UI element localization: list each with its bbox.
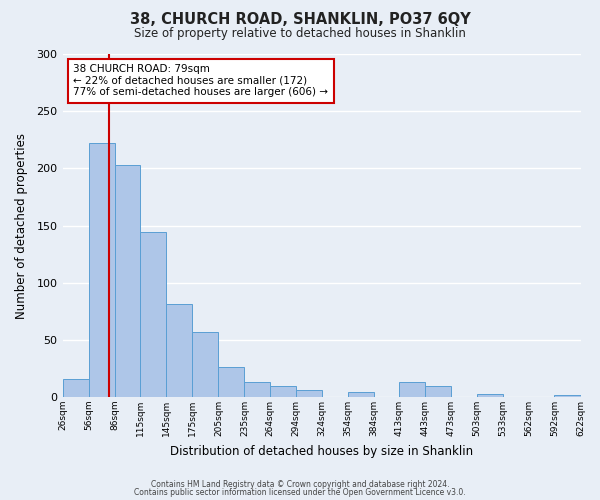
Bar [425,386,451,397]
Bar [296,390,322,397]
Bar [477,394,503,397]
Bar [115,165,140,397]
Text: Size of property relative to detached houses in Shanklin: Size of property relative to detached ho… [134,28,466,40]
Y-axis label: Number of detached properties: Number of detached properties [15,132,28,318]
Text: 38, CHURCH ROAD, SHANKLIN, PO37 6QY: 38, CHURCH ROAD, SHANKLIN, PO37 6QY [130,12,470,28]
Bar [348,392,374,397]
Text: Contains HM Land Registry data © Crown copyright and database right 2024.: Contains HM Land Registry data © Crown c… [151,480,449,489]
Bar [218,368,244,397]
Bar [244,382,269,397]
Bar [193,332,218,397]
Bar [269,386,296,397]
Bar [399,382,425,397]
Text: 38 CHURCH ROAD: 79sqm
← 22% of detached houses are smaller (172)
77% of semi-det: 38 CHURCH ROAD: 79sqm ← 22% of detached … [73,64,328,98]
X-axis label: Distribution of detached houses by size in Shanklin: Distribution of detached houses by size … [170,444,473,458]
Text: Contains public sector information licensed under the Open Government Licence v3: Contains public sector information licen… [134,488,466,497]
Bar [554,394,581,397]
Bar [63,378,89,397]
Bar [166,304,193,397]
Bar [140,232,166,397]
Bar [89,143,115,397]
